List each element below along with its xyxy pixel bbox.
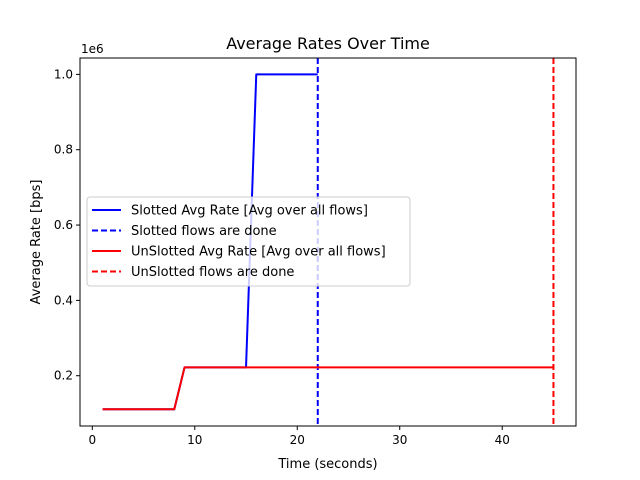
y-tick-label: 0.8 <box>54 143 73 157</box>
chart-title: Average Rates Over Time <box>226 34 430 53</box>
y-tick-label: 1.0 <box>54 67 73 81</box>
x-tick-label: 20 <box>290 433 305 447</box>
y-tick-label: 0.4 <box>54 293 73 307</box>
legend-box <box>86 196 411 287</box>
legend-label-0: Slotted Avg Rate [Avg over all flows] <box>131 204 368 219</box>
y-tick-label: 0.2 <box>54 369 73 383</box>
x-tick-label: 30 <box>392 433 407 447</box>
y-tick-label: 0.6 <box>54 218 73 232</box>
x-axis-label: Time (seconds) <box>277 457 377 472</box>
x-tick-label: 10 <box>187 433 202 447</box>
x-tick-label: 40 <box>495 433 510 447</box>
y-axis-label: Average Rate [bps] <box>29 180 44 305</box>
y-offset-label: 1e6 <box>81 42 104 56</box>
series-2-line <box>102 366 554 411</box>
legend-label-2: UnSlotted Avg Rate [Avg over all flows] <box>131 245 386 260</box>
axes-frame <box>79 57 577 427</box>
axes: 0 10 20 30 40 0.2 0.4 0.6 0.8 1.0 <box>54 57 577 447</box>
legend-label-3: UnSlotted flows are done <box>131 265 294 280</box>
x-tick-label: 0 <box>88 433 96 447</box>
legend: Slotted Avg Rate [Avg over all flows] Slo… <box>86 196 411 287</box>
legend-label-1: Slotted flows are done <box>131 224 277 239</box>
